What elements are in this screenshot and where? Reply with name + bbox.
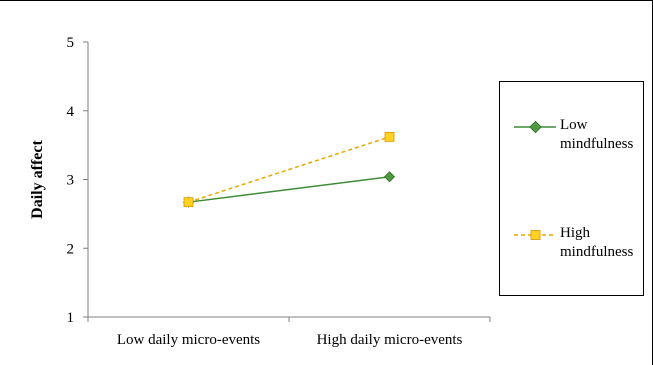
y-ticks: 1 2 3 4 5 xyxy=(67,35,89,326)
legend-label-low-line1: Low xyxy=(560,116,633,135)
y-axis-label: Daily affect xyxy=(29,140,46,219)
legend-marker-diamond xyxy=(530,121,541,132)
legend: Low mindfulness High mindfulness xyxy=(499,81,644,296)
legend-label-low-line2: mindfulness xyxy=(560,135,633,154)
x-tick-label: Low daily micro-events xyxy=(117,332,260,348)
legend-swatch-low xyxy=(512,120,560,134)
legend-item-low: Low mindfulness xyxy=(512,120,633,154)
data-point-high-mindfulness xyxy=(385,132,394,141)
legend-item-high: High mindfulness xyxy=(512,228,633,262)
series-line-high-mindfulness xyxy=(189,137,390,202)
legend-label-high-line1: High xyxy=(560,224,633,243)
data-point-high-mindfulness xyxy=(184,198,193,207)
y-tick-label: 5 xyxy=(67,35,75,51)
legend-label-high: High mindfulness xyxy=(560,224,633,262)
data-point-low-mindfulness xyxy=(385,172,395,182)
x-tick-label: High daily micro-events xyxy=(317,332,463,348)
y-tick-label: 2 xyxy=(67,241,75,257)
legend-swatch-low-svg xyxy=(512,120,560,134)
x-ticks: Low daily micro-events High daily micro-e… xyxy=(88,317,490,348)
legend-swatch-high xyxy=(512,228,560,242)
legend-swatch-high-svg xyxy=(512,228,560,242)
y-tick-label: 1 xyxy=(67,310,75,326)
legend-label-high-line2: mindfulness xyxy=(560,243,633,262)
series-line-low-mindfulness xyxy=(189,177,390,202)
y-tick-label: 3 xyxy=(67,173,75,189)
series-group xyxy=(184,132,395,207)
legend-marker-square xyxy=(531,231,540,240)
axes xyxy=(88,42,490,317)
y-tick-label: 4 xyxy=(67,104,75,120)
legend-label-low: Low mindfulness xyxy=(560,116,633,154)
